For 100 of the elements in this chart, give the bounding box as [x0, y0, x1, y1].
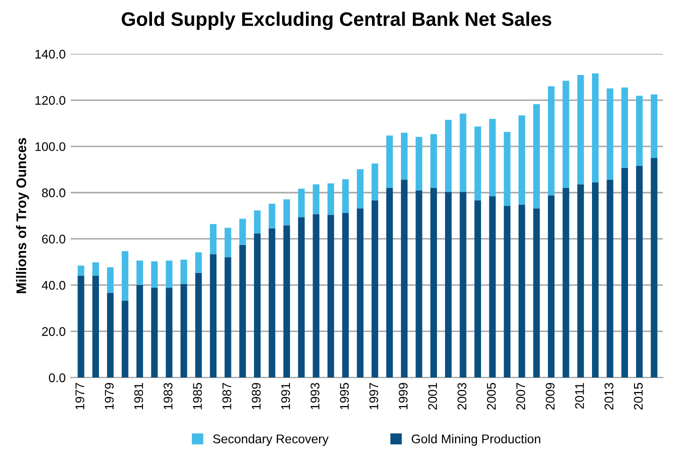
bar [386, 136, 393, 188]
bar [78, 276, 84, 378]
bar [254, 234, 261, 378]
bar [180, 260, 188, 284]
bar [254, 210, 261, 234]
x-tick-label: 2013 [604, 382, 614, 410]
x-tick-label: 2003 [458, 382, 466, 410]
bar [283, 225, 290, 378]
x-tick-label: 1983 [164, 382, 172, 410]
bar [489, 118, 496, 196]
bar [136, 284, 144, 378]
bar [533, 104, 540, 208]
bar [342, 212, 349, 378]
x-tick-label: 2001 [428, 383, 438, 410]
bar [312, 214, 320, 378]
x-tick-label: 1989 [252, 382, 261, 410]
bar [577, 184, 584, 378]
bar [592, 73, 599, 182]
bar [327, 215, 334, 378]
x-tick-label: 1985 [193, 382, 202, 410]
y-tick-label: 40.0 [42, 280, 66, 290]
x-tick-label: 2005 [486, 382, 496, 410]
x-tick-label: 2011 [575, 383, 584, 409]
bar [474, 200, 482, 378]
bar [210, 254, 217, 378]
x-tick-label: 1979 [104, 382, 114, 410]
bar [268, 228, 276, 378]
bar [562, 188, 570, 378]
bar [430, 134, 437, 188]
bar [400, 180, 408, 378]
bar [621, 168, 628, 378]
bar [548, 195, 555, 378]
bar [151, 288, 158, 378]
bar [372, 164, 378, 200]
bar [224, 257, 232, 378]
bar [195, 272, 202, 378]
x-tick-label: 1999 [398, 382, 408, 410]
y-tick-label: 100.0 [35, 142, 66, 152]
bar [283, 199, 290, 226]
x-tick-label: 2009 [546, 382, 555, 410]
bar [268, 204, 276, 228]
x-tick-label: 1981 [134, 383, 144, 410]
chart-title: Gold Supply Excluding Central Bank Net Sales [122, 12, 552, 30]
bar [136, 260, 144, 285]
bar [518, 115, 526, 205]
x-tick-label: 1991 [281, 383, 290, 410]
bar [327, 183, 334, 216]
x-tick-label: 1993 [310, 382, 320, 410]
bar [533, 208, 540, 378]
bar [548, 86, 555, 196]
bar [504, 206, 510, 378]
y-tick-label: 120.0 [35, 96, 66, 105]
bar [445, 120, 452, 192]
bar [577, 74, 584, 184]
bar [166, 260, 172, 288]
bar [92, 262, 99, 276]
bar [489, 196, 496, 378]
bar [166, 288, 172, 378]
bar [78, 266, 84, 276]
bar [312, 184, 320, 214]
y-tick-label: 140.0 [35, 50, 66, 59]
bar [224, 228, 232, 258]
bar [606, 88, 614, 180]
bar [592, 182, 599, 378]
bar [445, 192, 452, 378]
bar [416, 190, 422, 378]
legend-label: Secondary Recovery [213, 434, 329, 446]
bar [342, 179, 349, 213]
bar [107, 267, 114, 293]
legend-label: Gold Mining Production [412, 434, 540, 446]
bar [239, 244, 246, 378]
bar [636, 96, 643, 166]
bar [107, 292, 114, 378]
bar [650, 94, 658, 158]
bar [372, 200, 378, 378]
bar [239, 218, 246, 245]
bar [298, 217, 305, 378]
y-tick-label: 80.0 [42, 188, 66, 198]
bar [474, 126, 482, 200]
bar [195, 252, 202, 273]
y-tick-label: 0.0 [48, 373, 66, 382]
bar [298, 188, 305, 218]
x-tick-label: 1987 [222, 383, 232, 410]
bar [356, 169, 364, 208]
bar [356, 208, 364, 378]
bar [180, 284, 188, 378]
bar [430, 188, 437, 378]
x-tick-label: 1995 [340, 382, 349, 410]
x-tick-label: 2015 [634, 382, 643, 410]
bar [122, 300, 128, 378]
bar [650, 158, 658, 378]
x-tick-label: 2007 [516, 383, 526, 410]
y-axis-title: Millions of Troy Ounces [16, 138, 29, 294]
bar [518, 204, 526, 378]
x-tick-label: 1977 [75, 383, 84, 410]
bar [210, 224, 217, 254]
bar [416, 136, 422, 190]
bar [606, 180, 614, 378]
bar [151, 261, 158, 288]
bar [386, 188, 393, 378]
